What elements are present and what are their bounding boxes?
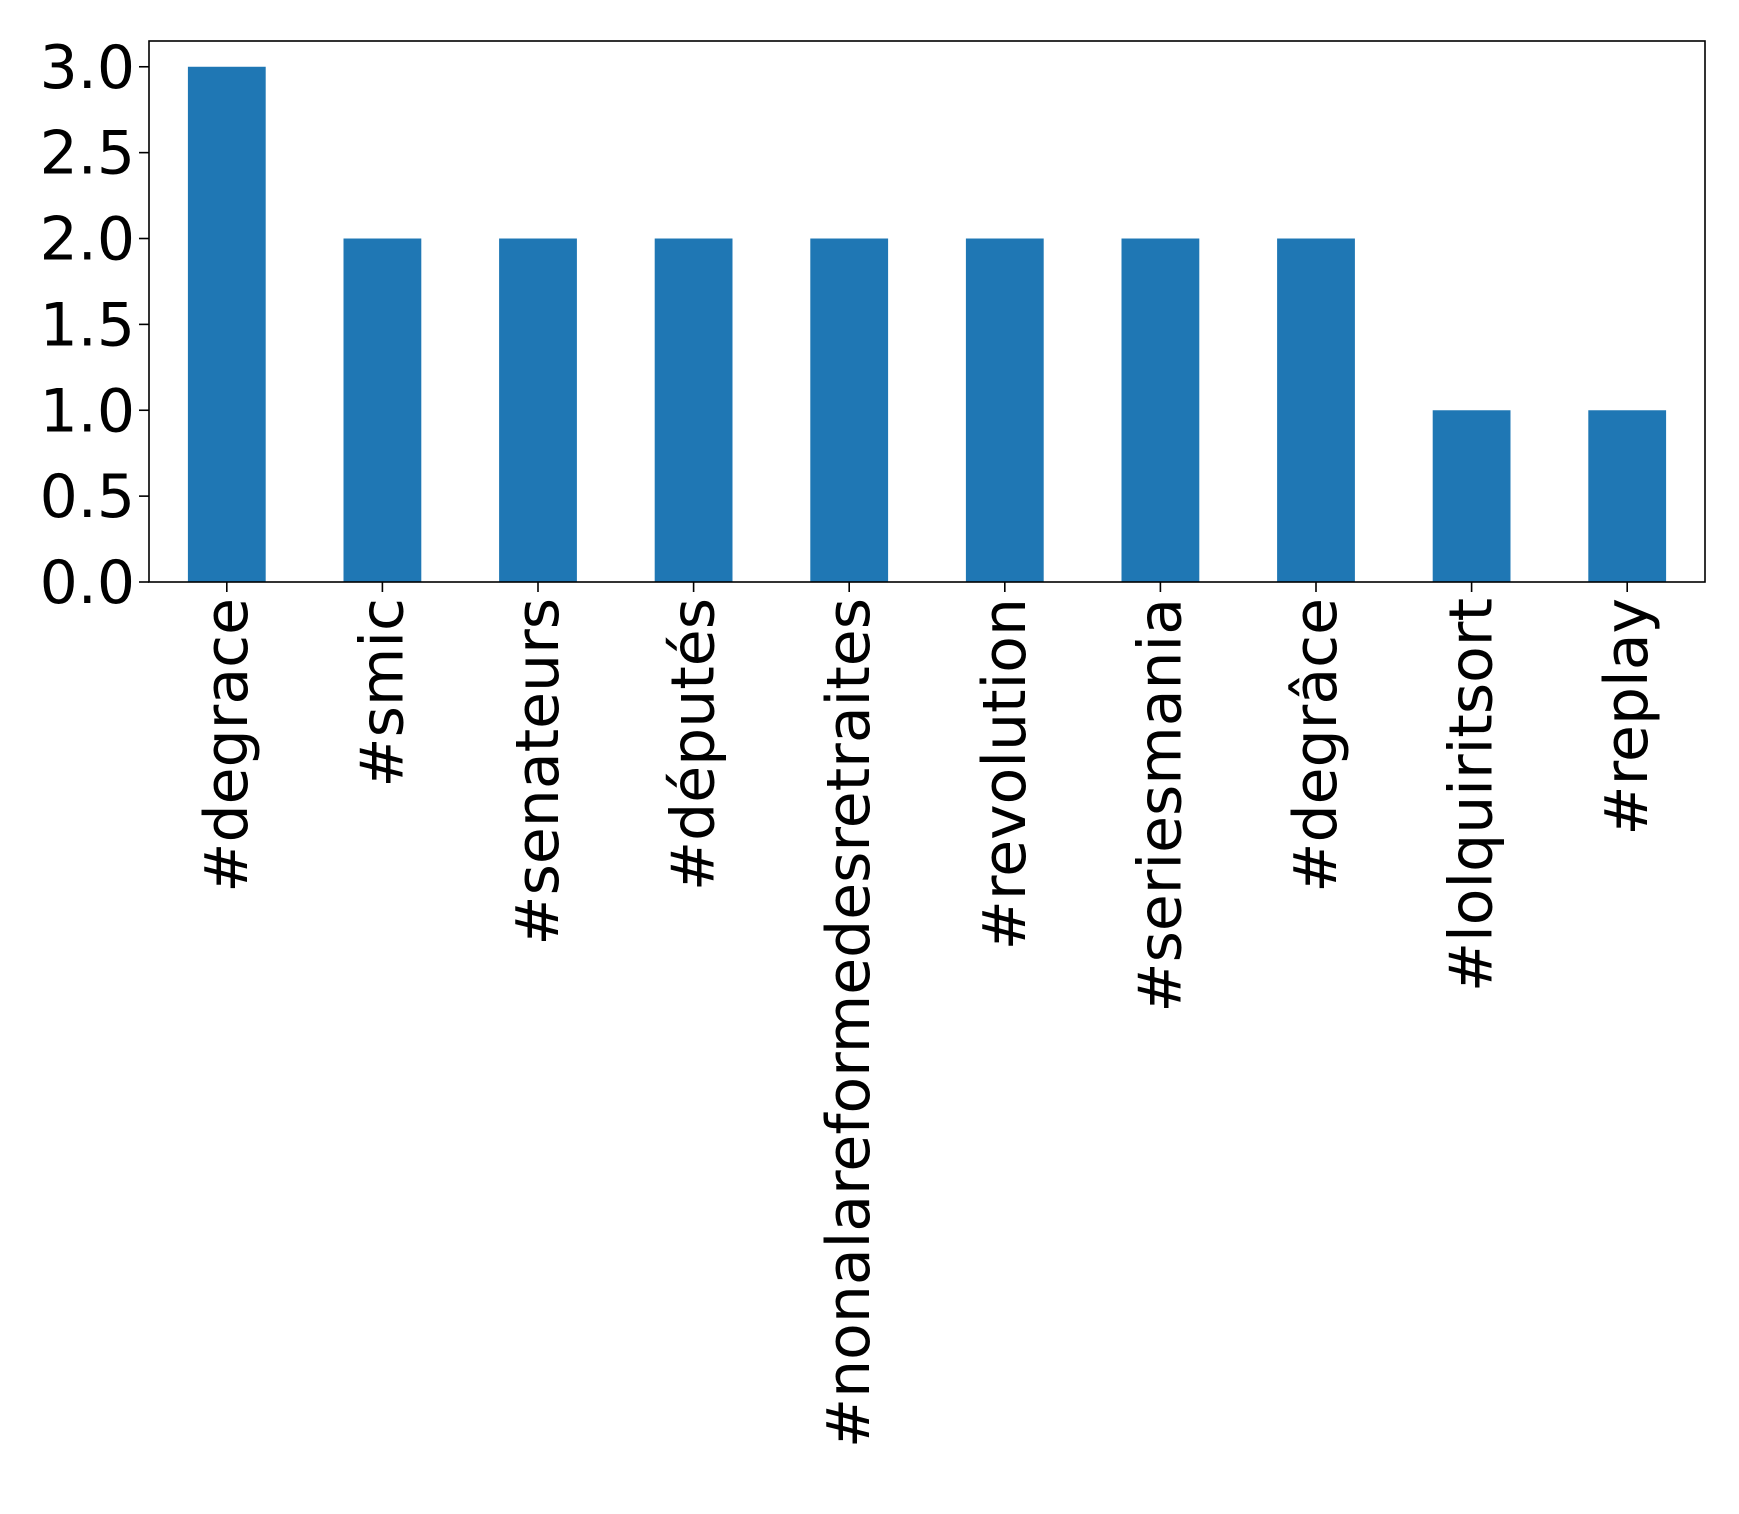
y-axis: 0.0 0.5 1.0 1.5 2.0 2.5 3.0	[40, 33, 149, 618]
x-tick-label: #degrâce	[1281, 598, 1351, 893]
y-tick-label: 1.0	[40, 376, 135, 446]
y-tick-label: 2.0	[40, 205, 135, 275]
y-tick-label: 1.5	[40, 290, 135, 360]
bars-layer	[187, 66, 1667, 582]
bar	[343, 238, 422, 582]
x-tick-label: #replay	[1592, 598, 1662, 836]
x-tick-label: #smic	[347, 598, 417, 788]
bar	[187, 66, 266, 582]
x-axis: #degrace #smic #senateurs #députés #nonalare…	[192, 582, 1662, 1448]
bar	[810, 238, 889, 582]
x-tick-label: #lolquiritsort	[1437, 598, 1507, 992]
y-tick-label: 2.5	[40, 119, 135, 189]
x-tick-label: #degrace	[192, 598, 262, 893]
bar	[965, 238, 1044, 582]
x-tick-label: #revolution	[970, 598, 1040, 950]
x-tick-label: #senateurs	[503, 598, 573, 946]
bar	[1588, 410, 1667, 582]
x-tick-label: #nonalareformedesretraites	[814, 598, 884, 1448]
y-tick-label: 0.0	[40, 548, 135, 618]
y-tick-label: 0.5	[40, 462, 135, 532]
x-tick-label: #seriesmania	[1125, 598, 1195, 1013]
bar	[654, 238, 733, 582]
bar	[499, 238, 577, 582]
bar	[1277, 238, 1355, 582]
plot-frame	[148, 40, 1706, 583]
bar	[1432, 410, 1511, 582]
x-tick-label: #députés	[659, 598, 729, 891]
y-tick-label: 3.0	[40, 33, 135, 103]
bar	[1121, 238, 1200, 582]
